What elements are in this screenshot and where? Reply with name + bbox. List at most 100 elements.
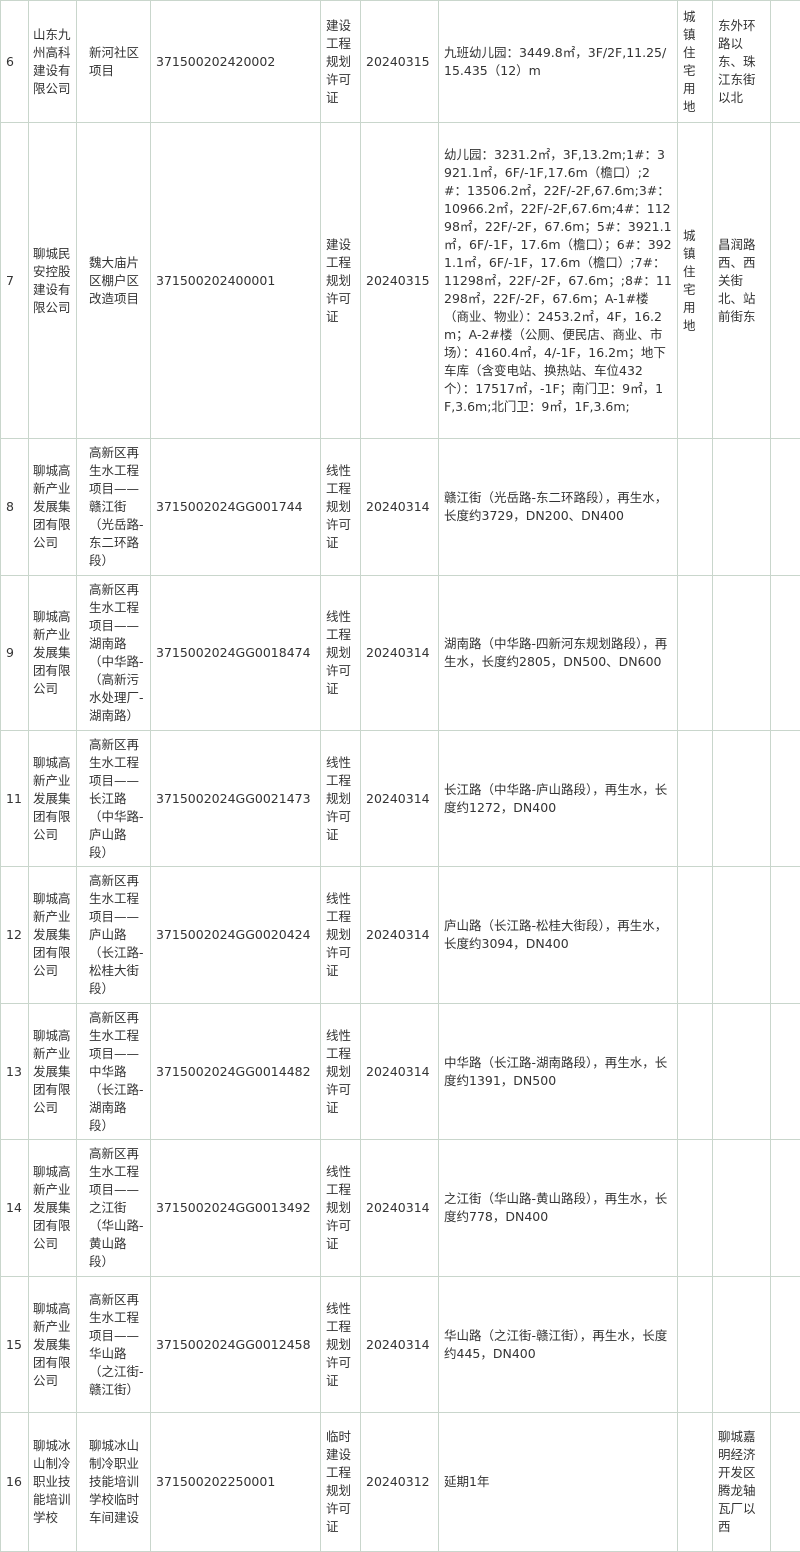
project-name: 魏大庙片区棚户区改造项目 [77, 123, 151, 439]
row-number: 8 [1, 439, 29, 576]
row-number: 13 [1, 1004, 29, 1140]
company: 聊城高新产业发展集团有限公司 [29, 867, 77, 1004]
blank-cell [771, 1277, 800, 1413]
permit-type: 线性工程规划许可证 [321, 867, 361, 1004]
permit-number: 3715002024GG0021473 [151, 731, 321, 867]
construction-content: 中华路（长江路-湖南路段），再生水，长度约1391，DN500 [439, 1004, 678, 1140]
permit-type: 线性工程规划许可证 [321, 439, 361, 576]
issue-date: 20240314 [361, 731, 439, 867]
row-number: 7 [1, 123, 29, 439]
issue-date: 20240315 [361, 123, 439, 439]
blank-cell [771, 867, 800, 1004]
issue-date: 20240314 [361, 1004, 439, 1140]
blank-cell [771, 576, 800, 731]
location: 东外环路以东、珠江东街以北 [713, 1, 771, 123]
permit-number: 3715002024GG0018474 [151, 576, 321, 731]
location [713, 1140, 771, 1277]
permit-type: 线性工程规划许可证 [321, 576, 361, 731]
permit-number: 371500202420002 [151, 1, 321, 123]
land-use [678, 731, 713, 867]
row-number: 16 [1, 1413, 29, 1552]
land-use [678, 1004, 713, 1140]
project-name: 高新区再生水工程项目——华山路（之江街-赣江街） [77, 1277, 151, 1413]
blank-cell [771, 1004, 800, 1140]
blank-cell [771, 731, 800, 867]
company: 聊城高新产业发展集团有限公司 [29, 576, 77, 731]
land-use [678, 1413, 713, 1552]
permit-type: 线性工程规划许可证 [321, 731, 361, 867]
land-use [678, 867, 713, 1004]
issue-date: 20240315 [361, 1, 439, 123]
construction-content: 华山路（之江街-赣江街），再生水，长度约445，DN400 [439, 1277, 678, 1413]
location [713, 867, 771, 1004]
row-number: 12 [1, 867, 29, 1004]
construction-content: 湖南路（中华路-四新河东规划路段），再生水，长度约2805，DN500、DN60… [439, 576, 678, 731]
project-name: 高新区再生水工程项目——湖南路（中华路-（高新污水处理厂-湖南路） [77, 576, 151, 731]
location [713, 731, 771, 867]
location [713, 439, 771, 576]
project-name: 聊城冰山制冷职业技能培训学校临时车间建设 [77, 1413, 151, 1552]
issue-date: 20240314 [361, 439, 439, 576]
permit-type: 建设工程规划许可证 [321, 1, 361, 123]
location [713, 576, 771, 731]
permit-number: 3715002024GG0013492 [151, 1140, 321, 1277]
project-name: 高新区再生水工程项目——赣江街（光岳路-东二环路段） [77, 439, 151, 576]
construction-content: 长江路（中华路-庐山路段），再生水，长度约1272，DN400 [439, 731, 678, 867]
land-use: 城镇住宅用地 [678, 1, 713, 123]
permit-number: 3715002024GG0012458 [151, 1277, 321, 1413]
permit-number: 3715002024GG001744 [151, 439, 321, 576]
land-use [678, 576, 713, 731]
land-use [678, 439, 713, 576]
permit-type: 线性工程规划许可证 [321, 1004, 361, 1140]
blank-cell [771, 1140, 800, 1277]
project-name: 高新区再生水工程项目——中华路（长江路-湖南路段） [77, 1004, 151, 1140]
project-name: 高新区再生水工程项目——庐山路（长江路-松桂大街段） [77, 867, 151, 1004]
row-number: 14 [1, 1140, 29, 1277]
company: 聊城高新产业发展集团有限公司 [29, 1004, 77, 1140]
construction-content: 延期1年 [439, 1413, 678, 1552]
permit-type: 线性工程规划许可证 [321, 1277, 361, 1413]
construction-content: 幼儿园：3231.2㎡，3F,13.2m;1#：3921.1㎡，6F/-1F,1… [439, 123, 678, 439]
construction-content: 庐山路（长江路-松桂大街段），再生水，长度约3094，DN400 [439, 867, 678, 1004]
company: 聊城民安控股建设有限公司 [29, 123, 77, 439]
project-name: 高新区再生水工程项目——之江街（华山路-黄山路段） [77, 1140, 151, 1277]
company: 聊城冰山制冷职业技能培训学校 [29, 1413, 77, 1552]
permit-number: 371500202250001 [151, 1413, 321, 1552]
construction-content: 九班幼儿园：3449.8㎡，3F/2F,11.25/15.435（12）m [439, 1, 678, 123]
issue-date: 20240314 [361, 1277, 439, 1413]
land-use: 城镇住宅用地 [678, 123, 713, 439]
company: 聊城高新产业发展集团有限公司 [29, 439, 77, 576]
permit-type: 建设工程规划许可证 [321, 123, 361, 439]
company: 聊城高新产业发展集团有限公司 [29, 1277, 77, 1413]
row-number: 15 [1, 1277, 29, 1413]
location: 聊城嘉明经济开发区腾龙轴瓦厂以西 [713, 1413, 771, 1552]
location: 昌润路西、西关街北、站前街东 [713, 123, 771, 439]
blank-cell [771, 1, 800, 123]
issue-date: 20240314 [361, 576, 439, 731]
row-number: 11 [1, 731, 29, 867]
company: 聊城高新产业发展集团有限公司 [29, 1140, 77, 1277]
location [713, 1004, 771, 1140]
issue-date: 20240314 [361, 1140, 439, 1277]
land-use [678, 1277, 713, 1413]
issue-date: 20240314 [361, 867, 439, 1004]
construction-content: 赣江街（光岳路-东二环路段），再生水，长度约3729，DN200、DN400 [439, 439, 678, 576]
permit-number: 3715002024GG0020424 [151, 867, 321, 1004]
location [713, 1277, 771, 1413]
permit-type: 临时建设工程规划许可证 [321, 1413, 361, 1552]
project-name: 新河社区项目 [77, 1, 151, 123]
permit-number: 371500202400001 [151, 123, 321, 439]
